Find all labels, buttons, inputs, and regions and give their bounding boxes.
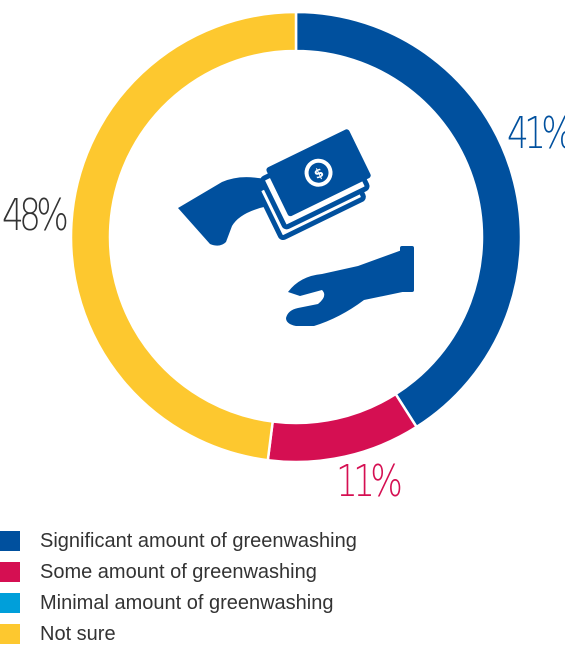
label-41-percent: 41%: [507, 108, 565, 159]
slice-not-sure: [69, 10, 298, 462]
label-11-percent: 11%: [336, 456, 403, 507]
legend-swatch-not-sure: [0, 624, 20, 644]
legend-item-not-sure: Not sure: [0, 621, 116, 647]
legend-swatch-minimal: [0, 593, 20, 613]
legend-item-minimal: Minimal amount of greenwashing: [0, 590, 334, 616]
legend-item-some: Some amount of greenwashing: [0, 559, 317, 585]
legend-item-significant: Significant amount of greenwashing: [0, 528, 357, 554]
legend-label-not-sure: Not sure: [40, 622, 116, 645]
legend-swatch-significant: [0, 531, 20, 551]
legend-label-minimal: Minimal amount of greenwashing: [40, 591, 334, 614]
donut-chart: $: [69, 10, 523, 464]
legend-swatch-some: [0, 562, 20, 582]
hand-giving-money-icon: $: [178, 129, 414, 326]
legend-label-significant: Significant amount of greenwashing: [40, 529, 357, 552]
label-48-percent: 48%: [2, 190, 69, 241]
slice-significant: [294, 10, 523, 429]
slice-some: [266, 392, 419, 464]
legend-label-some: Some amount of greenwashing: [40, 560, 317, 583]
